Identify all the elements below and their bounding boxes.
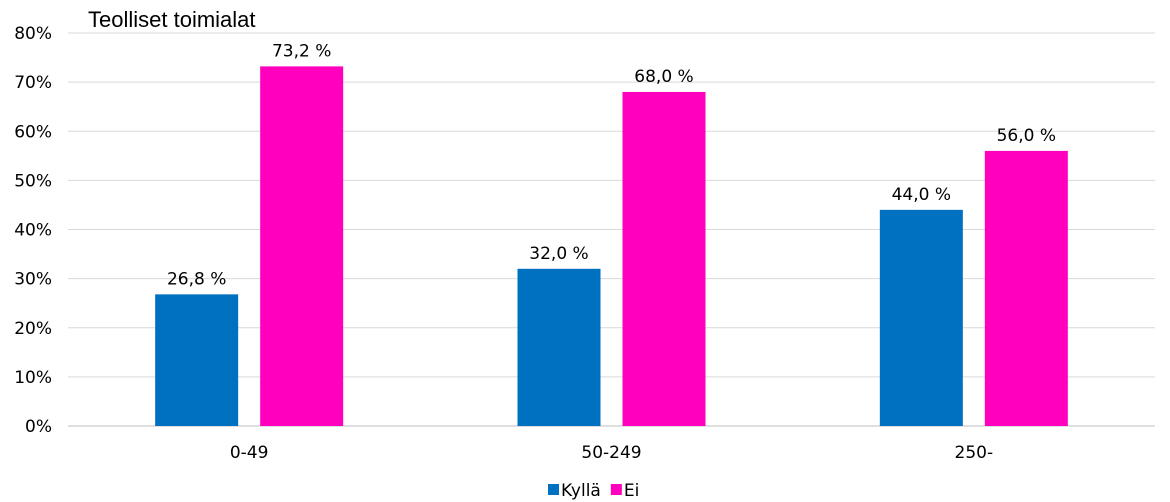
y-tick-label: 0%: [25, 417, 52, 437]
x-tick-label: 50-249: [581, 443, 641, 463]
bar-kyllä-50-249: [517, 268, 601, 426]
bar-kyllä-250-: [879, 209, 963, 426]
data-label: 32,0 %: [529, 244, 588, 264]
x-axis-ticks: 0-49 50-249 250-: [230, 443, 993, 463]
x-tick-label: 0-49: [230, 443, 269, 463]
data-labels: 26,8 % 73,2 % 32,0 % 68,0 % 44,0 % 56,0 %: [167, 41, 1056, 289]
y-tick-label: 50%: [14, 171, 52, 191]
bar-ei-50-249: [622, 91, 706, 426]
chart-title: Teolliset toimialat: [88, 7, 256, 32]
data-label: 44,0 %: [892, 185, 951, 205]
data-label: 26,8 %: [167, 269, 226, 289]
legend-label: Kyllä: [561, 481, 601, 501]
y-tick-label: 30%: [14, 270, 52, 290]
y-tick-label: 40%: [14, 221, 52, 241]
legend-swatch-ei: [610, 484, 622, 495]
data-label: 56,0 %: [997, 126, 1056, 146]
legend: Kyllä Ei: [548, 481, 639, 501]
y-tick-label: 10%: [14, 368, 52, 388]
data-label: 73,2 %: [272, 41, 331, 61]
bar-ei-250-: [984, 150, 1068, 426]
y-axis-ticks: 0% 10% 20% 30% 40% 50% 60% 70% 80%: [14, 24, 52, 437]
bars: [155, 66, 1068, 426]
y-tick-label: 60%: [14, 122, 52, 142]
bar-ei-0-49: [260, 66, 344, 426]
x-tick-label: 250-: [955, 443, 994, 463]
y-tick-label: 70%: [14, 73, 52, 93]
legend-label: Ei: [624, 481, 639, 501]
bar-kyllä-0-49: [155, 294, 239, 426]
y-tick-label: 20%: [14, 319, 52, 339]
gridlines: [68, 32, 1155, 427]
data-label: 68,0 %: [634, 67, 693, 87]
y-tick-label: 80%: [14, 24, 52, 44]
legend-swatch-kyllä: [548, 484, 559, 495]
